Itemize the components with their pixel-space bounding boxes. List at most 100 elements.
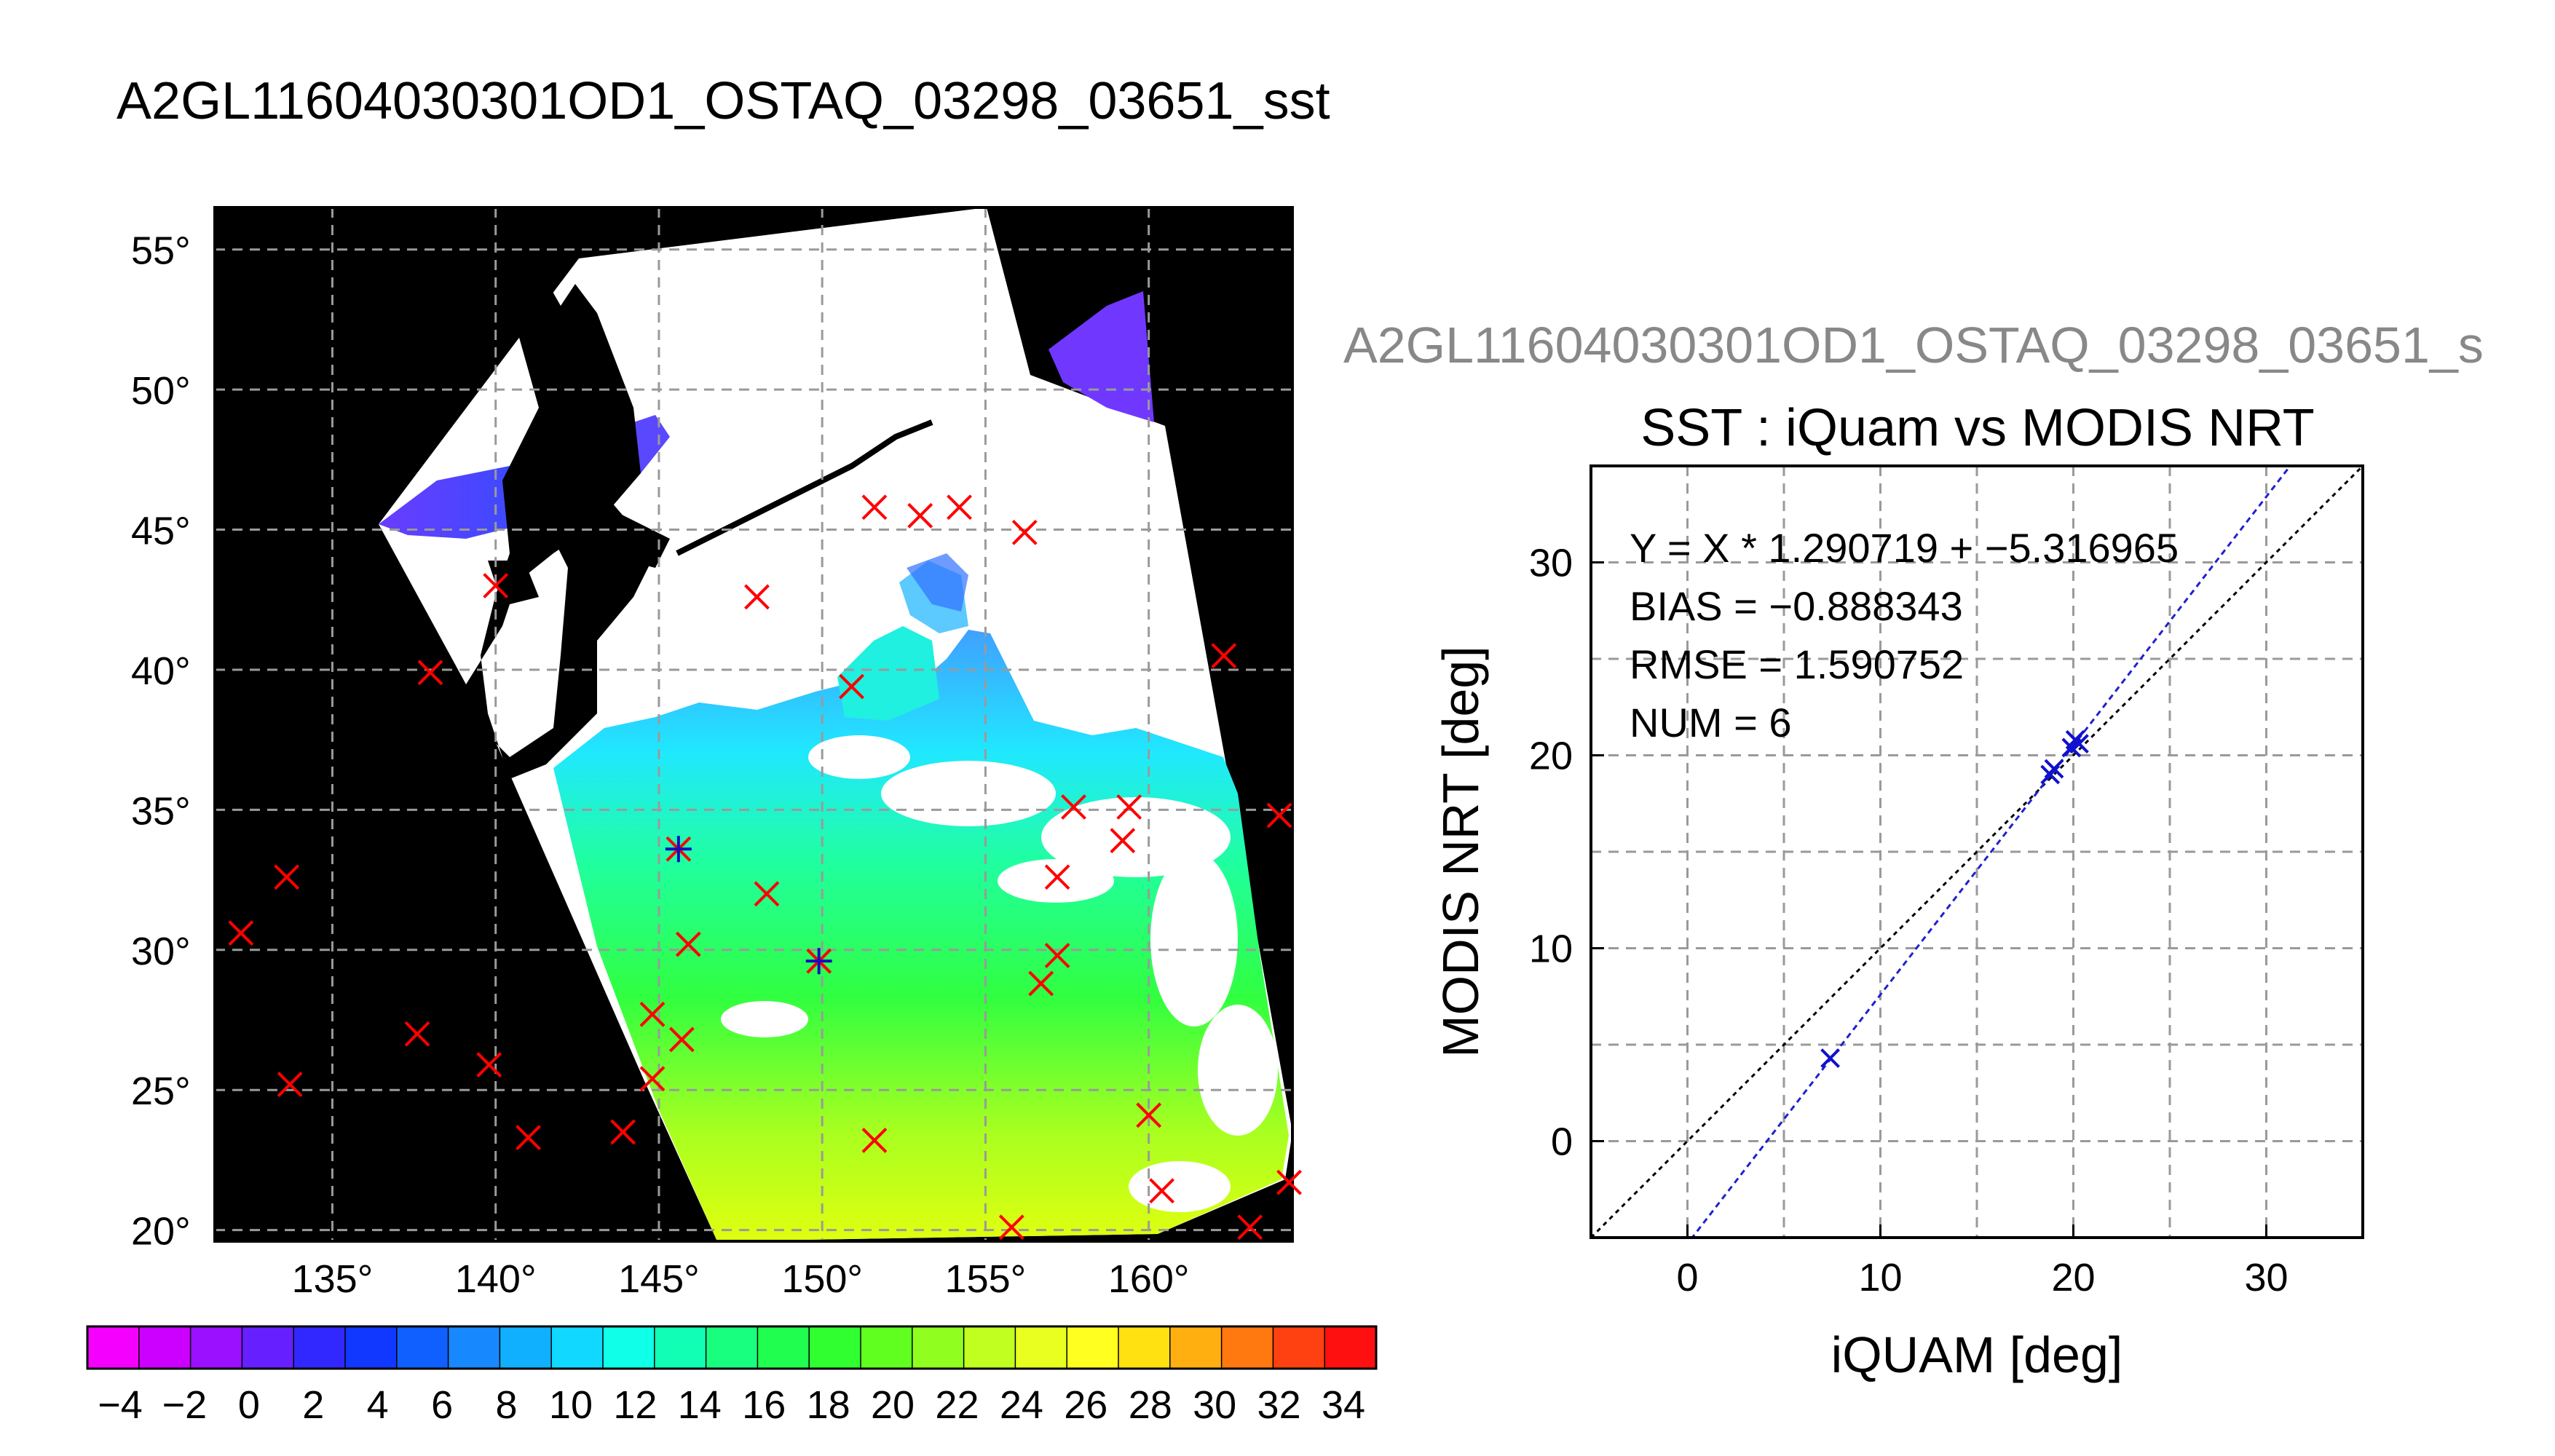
lon-tick-label: 160° <box>1108 1257 1190 1301</box>
colorbar-cell <box>1067 1326 1119 1369</box>
buoy-marker <box>277 1072 303 1097</box>
buoy-marker <box>483 573 509 598</box>
colorbar-cell <box>1221 1326 1273 1369</box>
colorbar-label: −4 <box>98 1383 143 1427</box>
colorbar-cell <box>654 1326 707 1369</box>
fit-line <box>1691 466 2292 1238</box>
buoy-marker <box>1061 794 1086 820</box>
satellite-swath <box>379 207 1292 1241</box>
buoy-marker <box>907 502 933 529</box>
buoy-marker <box>754 881 780 907</box>
colorbar-cell <box>603 1326 655 1369</box>
colorbar-cell <box>551 1326 604 1369</box>
sst-ocean-field <box>553 630 1289 1241</box>
colorbar-cell <box>190 1326 242 1369</box>
buoy-marker <box>274 864 300 890</box>
colorbar-frame <box>86 1325 1378 1370</box>
matchup-marker <box>665 836 692 863</box>
sst-patch-east <box>907 553 968 612</box>
colorbar-cell <box>809 1326 861 1369</box>
scatter-point <box>2061 737 2082 758</box>
colorbar-cell <box>706 1326 758 1369</box>
colorbar-cell <box>912 1326 965 1369</box>
buoy-marker <box>516 1125 541 1151</box>
colorbar-cell <box>499 1326 552 1369</box>
colorbar-label: 24 <box>1000 1383 1043 1427</box>
colorbar-label: 8 <box>496 1383 518 1427</box>
buoy-marker <box>1237 1214 1263 1241</box>
matchup-markers <box>665 836 832 975</box>
colorbar-cell <box>861 1326 913 1369</box>
lon-tick-label: 150° <box>781 1257 863 1301</box>
buoy-marker <box>1110 828 1136 854</box>
buoy-marker <box>1149 1178 1175 1204</box>
buoy-marker <box>947 494 972 521</box>
lat-tick-label: 25° <box>131 1069 191 1113</box>
sst-colorbar: −4 −2 0 2 4 6 8 10 12 14 16 18 20 22 24 26 28 30 32 34 <box>86 1325 1378 1427</box>
lat-tick-label: 30° <box>131 930 191 973</box>
map-frame <box>213 206 1294 1243</box>
colorbar-label: 2 <box>302 1383 324 1427</box>
colorbar-cell <box>757 1326 810 1369</box>
y-tick-label: 20 <box>1529 735 1573 778</box>
buoy-marker <box>1276 1169 1302 1195</box>
fit-equation: Y = X * 1.290719 + −5.316965 <box>1630 525 2179 571</box>
scatter-points <box>1820 729 2089 1068</box>
colorbar-cell <box>963 1326 1016 1369</box>
scatter-chart: A2GL11604030301OD1_OSTAQ_03298_03651_s S… <box>1343 317 2484 1383</box>
buoy-marker <box>998 1214 1024 1241</box>
colorbar-label: 20 <box>871 1383 915 1427</box>
chart-title: SST : iQuam vs MODIS NRT <box>1640 399 2315 457</box>
rmse-stat: RMSE = 1.590752 <box>1630 641 1964 687</box>
buoy-marker <box>228 920 254 946</box>
plot-frame <box>1590 464 2364 1239</box>
chart-subtitle: A2GL11604030301OD1_OSTAQ_03298_03651_s <box>1343 317 2484 373</box>
buoy-marker <box>1044 943 1070 968</box>
lon-tick-label: 155° <box>945 1257 1027 1301</box>
lat-tick-label: 50° <box>131 369 191 413</box>
matchup-marker <box>805 948 832 975</box>
y-axis-label: MODIS NRT [deg] <box>1432 646 1489 1057</box>
buoy-marker <box>1011 519 1038 545</box>
buoy-markers <box>228 494 1302 1241</box>
buoy-marker <box>639 1066 666 1092</box>
colorbar-cell <box>1324 1326 1377 1369</box>
colorbar-label: 28 <box>1129 1383 1172 1427</box>
lat-tick-label: 20° <box>131 1210 191 1254</box>
colorbar-cell <box>242 1326 294 1369</box>
y-tick-label: 10 <box>1529 927 1573 971</box>
lat-tick-label: 40° <box>131 649 191 693</box>
colorbar-label: −2 <box>162 1383 208 1427</box>
stats-box: Y = X * 1.290719 + −5.316965 BIAS = −0.8… <box>1630 525 2179 745</box>
buoy-marker <box>1211 643 1237 669</box>
colorbar-cell <box>1015 1326 1067 1369</box>
colorbar-label: 30 <box>1193 1383 1236 1427</box>
x-tick-label: 10 <box>1858 1256 1902 1299</box>
colorbar-cell <box>345 1326 398 1369</box>
scatter-point <box>2044 759 2064 779</box>
colorbar-label: 32 <box>1257 1383 1301 1427</box>
lon-tick-label: 140° <box>455 1257 537 1301</box>
longitude-labels: 135° 140° 145° 150° 155° 160° <box>292 1257 1190 1301</box>
colorbar-cell <box>396 1326 449 1369</box>
buoy-marker <box>639 1001 666 1027</box>
y-tick-label: 0 <box>1551 1120 1573 1164</box>
buoy-marker <box>1044 864 1070 890</box>
map-grid <box>215 207 1292 1241</box>
colorbar-label: 26 <box>1064 1383 1107 1427</box>
buoy-marker <box>1116 794 1142 820</box>
buoy-marker <box>839 673 864 700</box>
buoy-marker <box>675 931 701 957</box>
kuril-islands <box>676 419 933 556</box>
colorbar-label: 10 <box>549 1383 593 1427</box>
lat-tick-label: 45° <box>131 510 191 553</box>
colorbar-label: 12 <box>613 1383 657 1427</box>
sst-map: 55° 50° 45° 40° 35° 30° 25° 20° 135° 140° 145° 150… <box>131 206 1302 1301</box>
bias-stat: BIAS = −0.888343 <box>1630 583 1963 629</box>
colorbar-label: 34 <box>1322 1383 1365 1427</box>
buoy-marker <box>417 660 443 686</box>
colorbar-cell <box>293 1326 346 1369</box>
colorbar-label: 16 <box>742 1383 786 1427</box>
lat-tick-label: 55° <box>131 229 191 273</box>
